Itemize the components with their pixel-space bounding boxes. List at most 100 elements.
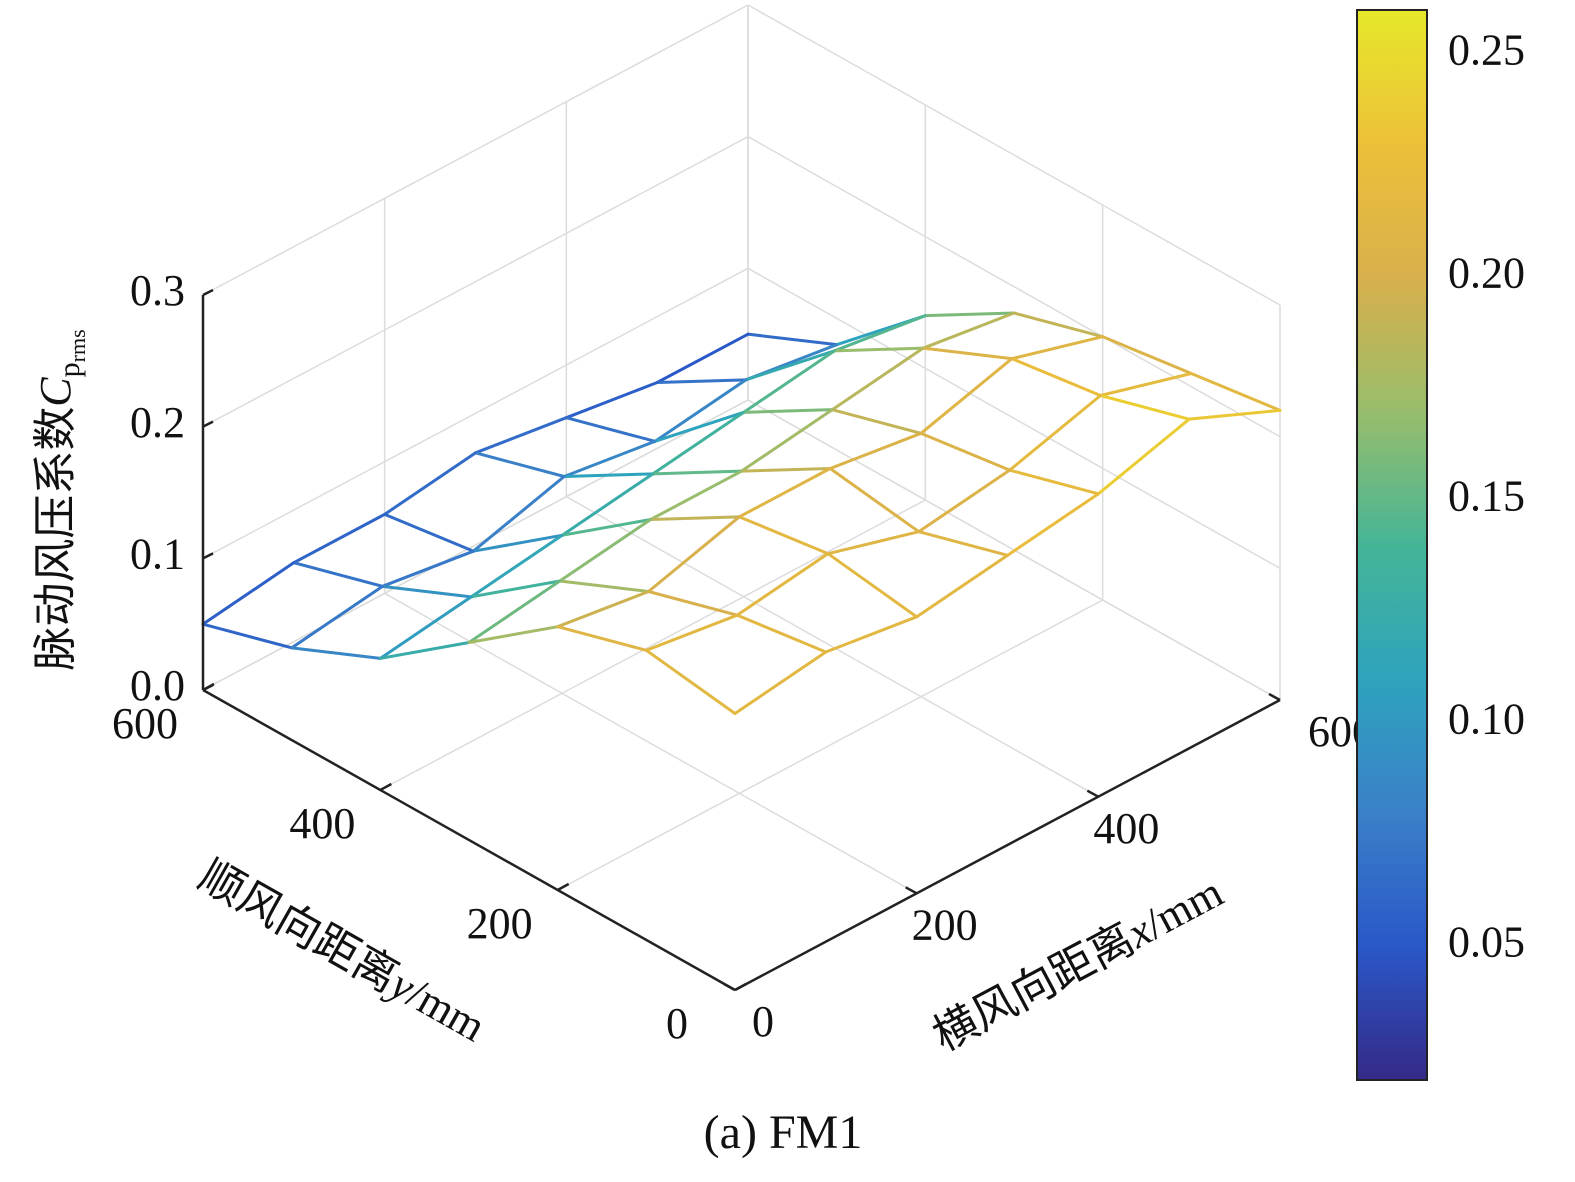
mesh-edge bbox=[737, 515, 830, 556]
colorbar-tick-label: 0.05 bbox=[1448, 917, 1525, 966]
z-tick bbox=[202, 288, 214, 297]
mesh-edge bbox=[467, 625, 560, 644]
y-tick bbox=[379, 782, 392, 792]
grid-line bbox=[747, 4, 1281, 306]
z-tick-label: 0.3 bbox=[130, 266, 185, 315]
mesh-edge bbox=[558, 518, 653, 583]
mesh-edge bbox=[919, 431, 1012, 472]
mesh-edge bbox=[737, 467, 832, 519]
x-tick bbox=[1268, 692, 1281, 702]
mesh-edge bbox=[746, 332, 839, 347]
mesh-edge bbox=[915, 553, 1009, 619]
mesh-edge bbox=[290, 584, 384, 650]
mesh-edge bbox=[740, 408, 834, 473]
mesh-edge bbox=[381, 584, 473, 599]
y-tick-label: 0 bbox=[666, 999, 688, 1048]
mesh-edge bbox=[1010, 335, 1105, 361]
mesh-edge bbox=[564, 416, 657, 443]
mesh-edge bbox=[647, 515, 741, 593]
mesh-edge bbox=[655, 332, 750, 384]
mesh-edge bbox=[826, 552, 919, 619]
mesh-edge bbox=[919, 357, 1014, 435]
mesh-edge bbox=[467, 579, 562, 644]
mesh-edge bbox=[824, 615, 919, 654]
mesh-edge bbox=[564, 381, 659, 420]
grid-line bbox=[202, 399, 749, 691]
mesh-edge bbox=[653, 378, 748, 443]
grid-line bbox=[747, 267, 1281, 569]
mesh-edge bbox=[649, 515, 741, 521]
mesh-edge bbox=[201, 622, 294, 650]
mesh-edge bbox=[1008, 394, 1102, 472]
mesh-edge bbox=[556, 590, 650, 629]
mesh-edge bbox=[378, 595, 473, 660]
colorbar bbox=[1356, 9, 1428, 1081]
y-axis-label: 顺风向距离y/mm bbox=[191, 851, 494, 1051]
mesh-edge bbox=[556, 625, 648, 652]
mesh-edge bbox=[830, 408, 923, 435]
mesh-edge bbox=[1008, 468, 1100, 496]
mesh-edge bbox=[1006, 492, 1100, 557]
mesh-edge bbox=[921, 311, 1016, 350]
mesh-edge bbox=[735, 613, 828, 654]
mesh-edge bbox=[562, 439, 657, 478]
mesh-edge bbox=[833, 314, 927, 353]
colorbar-tick-label: 0.20 bbox=[1448, 249, 1525, 298]
mesh-edge bbox=[644, 648, 737, 715]
grid-line bbox=[202, 267, 749, 559]
mesh-edge bbox=[290, 646, 382, 660]
x-tick bbox=[1086, 789, 1099, 798]
x-axis-label: 横风向距离x/mm bbox=[925, 867, 1231, 1061]
y-tick bbox=[202, 682, 215, 692]
mesh-edge bbox=[560, 472, 655, 537]
grid-line bbox=[565, 496, 1099, 798]
x-tick-label: 0 bbox=[752, 997, 774, 1046]
colorbar-tick-label: 0.25 bbox=[1448, 26, 1525, 75]
mesh-edge bbox=[558, 579, 650, 593]
mesh-edge bbox=[647, 590, 739, 617]
mesh-edge bbox=[733, 650, 828, 715]
grid-line bbox=[379, 499, 926, 791]
z-tick bbox=[202, 420, 214, 428]
mesh-edge bbox=[471, 475, 566, 553]
x-axis bbox=[734, 698, 1281, 992]
z-tick bbox=[202, 552, 214, 560]
mesh-edge bbox=[1187, 408, 1282, 421]
mesh-edge bbox=[469, 579, 562, 599]
mesh-edge bbox=[292, 512, 387, 565]
mesh-edge bbox=[383, 451, 477, 516]
mesh-edge bbox=[917, 468, 1012, 534]
y-axis bbox=[202, 688, 736, 992]
x-tick-label: 400 bbox=[1093, 804, 1159, 853]
mesh-edge bbox=[655, 378, 748, 384]
z-tick-label: 0.0 bbox=[130, 661, 185, 710]
z-axis-label: 脉动风压系数Cprms bbox=[31, 329, 90, 670]
mesh-edge bbox=[474, 451, 566, 478]
x-tick-label: 200 bbox=[912, 900, 978, 949]
mesh-edge bbox=[1096, 417, 1191, 496]
mesh-edge bbox=[833, 346, 925, 353]
mesh-edge bbox=[562, 472, 655, 478]
mesh-edge bbox=[742, 349, 836, 414]
mesh-edge bbox=[1012, 311, 1105, 339]
mesh-edge bbox=[381, 549, 475, 588]
mesh-edge bbox=[828, 431, 923, 470]
mesh-edge bbox=[1189, 372, 1282, 412]
grid-line bbox=[747, 136, 1281, 438]
grid-line bbox=[384, 592, 918, 894]
mesh-edge bbox=[740, 467, 832, 473]
mesh-edge bbox=[292, 561, 384, 588]
mesh-edge bbox=[1099, 372, 1193, 397]
mesh-edge bbox=[471, 533, 564, 553]
mesh-edge bbox=[830, 346, 925, 412]
mesh-edge bbox=[649, 469, 743, 521]
mesh-edge bbox=[1099, 394, 1191, 421]
mesh-edge bbox=[921, 346, 1014, 361]
mesh-edge bbox=[653, 410, 746, 443]
grid-line bbox=[202, 136, 749, 428]
mesh-edge bbox=[560, 518, 653, 537]
y-tick bbox=[557, 882, 570, 892]
mesh-edge bbox=[644, 613, 739, 652]
z-tick-label: 0.2 bbox=[130, 398, 185, 447]
